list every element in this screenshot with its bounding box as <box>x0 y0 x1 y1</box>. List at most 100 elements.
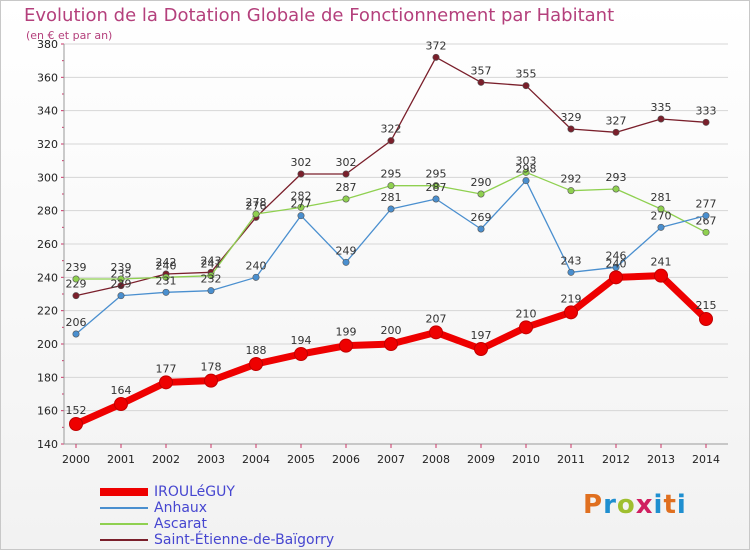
data-label-saint-etienne-de-baigorry: 302 <box>291 156 312 169</box>
data-point-saint-etienne-de-baigorry <box>567 125 575 133</box>
data-point-irouleguy <box>699 312 713 326</box>
data-label-saint-etienne-de-baigorry: 333 <box>696 104 717 117</box>
data-point-saint-etienne-de-baigorry <box>702 118 710 126</box>
data-label-irouleguy: 215 <box>696 299 717 312</box>
data-point-anhaux <box>162 288 170 296</box>
data-point-ascarat <box>252 210 260 218</box>
data-point-ascarat <box>297 203 305 211</box>
data-label-irouleguy: 194 <box>291 334 312 347</box>
x-tick-label: 2012 <box>602 453 630 466</box>
x-tick-label: 2001 <box>107 453 135 466</box>
data-point-saint-etienne-de-baigorry <box>432 53 440 61</box>
data-point-ascarat <box>567 187 575 195</box>
data-point-ascarat <box>72 275 80 283</box>
data-point-ascarat <box>522 168 530 176</box>
chart-title: Evolution de la Dotation Globale de Fonc… <box>24 5 615 26</box>
x-tick-label: 2010 <box>512 453 540 466</box>
x-tick-label: 2011 <box>557 453 585 466</box>
data-point-saint-etienne-de-baigorry <box>657 115 665 123</box>
y-tick-label: 360 <box>37 71 58 84</box>
data-label-saint-etienne-de-baigorry: 372 <box>426 39 447 52</box>
data-label-saint-etienne-de-baigorry: 335 <box>651 101 672 114</box>
data-label-saint-etienne-de-baigorry: 302 <box>336 156 357 169</box>
data-label-saint-etienne-de-baigorry: 229 <box>66 278 87 291</box>
data-label-ascarat: 295 <box>426 168 447 181</box>
logo-letter: P <box>583 490 604 520</box>
legend-label: Anhaux <box>154 500 208 516</box>
legend-swatch <box>100 488 148 496</box>
data-label-saint-etienne-de-baigorry: 243 <box>201 254 222 267</box>
y-tick-label: 300 <box>37 171 58 184</box>
data-point-irouleguy <box>339 338 353 353</box>
legend-swatch <box>100 523 148 525</box>
y-tick-label: 280 <box>37 205 58 218</box>
data-point-irouleguy <box>654 268 668 283</box>
x-tick-label: 2013 <box>647 453 675 466</box>
data-label-ascarat: 290 <box>471 176 492 189</box>
data-label-ascarat: 303 <box>516 154 537 167</box>
x-tick-label: 2004 <box>242 453 270 466</box>
data-point-ascarat <box>342 195 350 203</box>
data-label-irouleguy: 152 <box>66 404 87 417</box>
data-point-irouleguy <box>474 342 488 356</box>
y-tick-label: 380 <box>37 38 58 51</box>
data-point-irouleguy <box>249 357 263 371</box>
data-label-ascarat: 241 <box>201 258 222 271</box>
data-label-ascarat: 240 <box>156 259 177 272</box>
data-label-anhaux: 246 <box>606 249 627 262</box>
legend-label: Saint-Étienne-de-Baïgorry <box>154 532 335 548</box>
data-label-saint-etienne-de-baigorry: 276 <box>246 199 267 212</box>
y-tick-label: 340 <box>37 105 58 118</box>
data-point-ascarat <box>657 205 665 213</box>
logo-letter: i <box>676 490 687 520</box>
data-point-anhaux <box>117 292 125 300</box>
data-point-saint-etienne-de-baigorry <box>477 78 485 86</box>
data-label-anhaux: 277 <box>696 198 717 211</box>
y-tick-label: 180 <box>37 371 58 384</box>
y-tick-label: 160 <box>37 405 58 418</box>
data-point-irouleguy <box>294 347 308 361</box>
data-label-saint-etienne-de-baigorry: 242 <box>156 256 177 269</box>
data-label-anhaux: 240 <box>246 259 267 272</box>
x-tick-label: 2009 <box>467 453 495 466</box>
data-point-irouleguy <box>114 397 128 411</box>
data-point-irouleguy <box>609 270 623 285</box>
data-point-saint-etienne-de-baigorry <box>72 292 80 300</box>
logo-letter: i <box>653 490 664 520</box>
data-label-irouleguy: 197 <box>471 329 492 342</box>
data-point-saint-etienne-de-baigorry <box>297 170 305 178</box>
data-point-irouleguy <box>204 373 218 388</box>
data-label-anhaux: 281 <box>381 191 402 204</box>
legend: IROULéGUY Anhaux Ascarat Saint-Étienne-de-B… <box>100 484 334 548</box>
data-label-irouleguy: 177 <box>156 362 177 375</box>
data-point-ascarat <box>477 190 485 198</box>
data-point-anhaux <box>657 223 665 231</box>
data-label-ascarat: 278 <box>246 196 267 209</box>
data-point-irouleguy <box>384 337 398 351</box>
legend-swatch <box>100 507 148 509</box>
data-label-ascarat: 239 <box>66 261 87 274</box>
data-point-anhaux <box>72 330 80 338</box>
data-point-anhaux <box>252 273 260 281</box>
x-tick-label: 2005 <box>287 453 315 466</box>
data-label-irouleguy: 178 <box>201 361 222 374</box>
data-point-anhaux <box>567 268 575 276</box>
legend-label: Ascarat <box>154 516 207 532</box>
data-point-anhaux <box>342 258 350 266</box>
x-tick-label: 2008 <box>422 453 450 466</box>
data-label-saint-etienne-de-baigorry: 327 <box>606 114 627 127</box>
data-label-irouleguy: 200 <box>381 324 402 337</box>
data-label-anhaux: 298 <box>516 163 537 176</box>
data-point-ascarat <box>702 228 710 236</box>
logo-letter: o <box>616 490 636 520</box>
y-tick-label: 220 <box>37 305 58 318</box>
x-tick-label: 2003 <box>197 453 225 466</box>
data-label-ascarat: 292 <box>561 173 582 186</box>
legend-label: IROULéGUY <box>154 484 235 500</box>
y-tick-label: 240 <box>37 271 58 284</box>
legend-item-irouleguy: IROULéGUY <box>100 484 334 500</box>
data-label-irouleguy: 207 <box>426 312 447 325</box>
data-point-ascarat <box>162 273 170 281</box>
data-label-ascarat: 287 <box>336 181 357 194</box>
